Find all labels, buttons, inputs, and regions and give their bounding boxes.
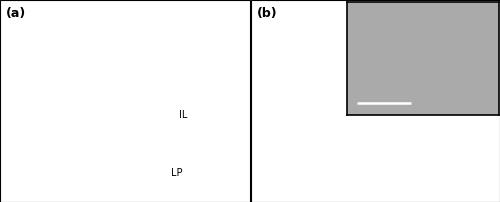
Text: (b): (b)	[257, 7, 278, 20]
Text: (a): (a)	[6, 7, 26, 20]
Text: IL: IL	[179, 110, 187, 120]
Text: LP: LP	[171, 168, 183, 178]
